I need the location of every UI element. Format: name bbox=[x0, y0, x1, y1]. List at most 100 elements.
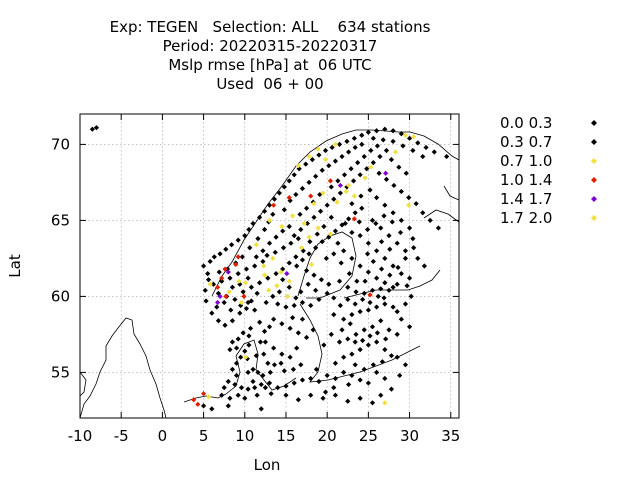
station-point bbox=[311, 214, 317, 220]
station-point bbox=[349, 229, 355, 236]
station-point bbox=[239, 254, 245, 260]
coastline-ireland bbox=[79, 371, 87, 397]
station-point bbox=[383, 176, 390, 182]
station-point bbox=[408, 293, 414, 299]
station-point bbox=[280, 228, 286, 234]
station-point bbox=[369, 324, 376, 330]
station-point bbox=[214, 299, 221, 306]
station-point bbox=[332, 375, 339, 382]
station-point bbox=[281, 184, 287, 190]
station-point bbox=[311, 272, 317, 278]
station-point bbox=[216, 269, 222, 275]
station-point bbox=[402, 362, 409, 368]
station-point bbox=[378, 286, 384, 292]
station-point bbox=[431, 149, 437, 155]
legend-label: 1.0 1.4 bbox=[500, 171, 552, 189]
station-point bbox=[324, 290, 330, 296]
station-point bbox=[357, 395, 363, 401]
station-point bbox=[406, 324, 413, 330]
station-point bbox=[332, 158, 339, 164]
station-point bbox=[286, 260, 292, 266]
station-point bbox=[244, 356, 250, 362]
station-point bbox=[349, 312, 355, 318]
station-point bbox=[301, 220, 307, 227]
station-point bbox=[235, 336, 241, 342]
y-tick-label: 55 bbox=[51, 363, 70, 381]
x-tick-label: 30 bbox=[400, 427, 419, 445]
y-tick-label: 65 bbox=[51, 211, 70, 229]
station-point bbox=[266, 287, 272, 293]
station-point bbox=[402, 301, 409, 307]
station-point bbox=[205, 271, 211, 277]
station-point bbox=[286, 278, 292, 284]
legend-marker bbox=[591, 158, 597, 164]
station-point bbox=[289, 315, 296, 321]
station-point bbox=[394, 354, 400, 360]
coastline-kola bbox=[443, 185, 460, 201]
station-point bbox=[226, 289, 232, 295]
station-point bbox=[357, 347, 363, 353]
station-point bbox=[368, 147, 374, 154]
station-point bbox=[255, 369, 261, 375]
station-point bbox=[359, 141, 365, 147]
station-point bbox=[254, 392, 260, 398]
station-point bbox=[390, 138, 396, 144]
station-point bbox=[357, 309, 363, 315]
station-point bbox=[324, 202, 330, 208]
station-point bbox=[209, 310, 215, 316]
station-point bbox=[291, 380, 297, 386]
station-point bbox=[406, 275, 413, 281]
station-point bbox=[349, 351, 355, 357]
station-point bbox=[339, 222, 345, 228]
station-point bbox=[406, 195, 412, 201]
station-point bbox=[225, 269, 231, 275]
station-point bbox=[279, 351, 285, 357]
station-point bbox=[299, 185, 306, 192]
station-point bbox=[310, 327, 316, 333]
station-point bbox=[221, 385, 227, 391]
station-point bbox=[313, 287, 319, 293]
station-point bbox=[415, 140, 421, 146]
station-point bbox=[266, 380, 273, 386]
station-point bbox=[394, 331, 400, 337]
station-point bbox=[200, 391, 207, 397]
station-point bbox=[289, 213, 296, 219]
station-point bbox=[281, 207, 287, 213]
station-points bbox=[89, 125, 450, 412]
station-point bbox=[388, 386, 395, 392]
station-point bbox=[406, 202, 412, 208]
coastline-denmark bbox=[225, 339, 297, 395]
station-point bbox=[400, 143, 406, 149]
station-point bbox=[316, 296, 322, 303]
station-point bbox=[308, 375, 314, 382]
station-point bbox=[261, 263, 267, 269]
station-point bbox=[252, 385, 258, 391]
station-point bbox=[248, 298, 254, 304]
station-point bbox=[410, 236, 416, 242]
station-point bbox=[261, 208, 268, 214]
station-point bbox=[207, 281, 213, 287]
station-point bbox=[444, 153, 450, 160]
station-point bbox=[379, 359, 385, 365]
station-point bbox=[235, 254, 241, 260]
station-point bbox=[411, 245, 417, 251]
legend-label: 1.7 2.0 bbox=[500, 209, 552, 227]
station-point bbox=[378, 318, 384, 324]
station-point bbox=[305, 281, 311, 287]
station-point bbox=[351, 193, 357, 199]
station-point bbox=[319, 167, 325, 173]
station-point bbox=[369, 400, 376, 406]
station-point bbox=[382, 301, 388, 307]
station-point bbox=[265, 275, 271, 281]
station-point bbox=[217, 293, 223, 299]
station-point bbox=[345, 398, 351, 404]
x-tick-label: 15 bbox=[276, 427, 295, 445]
x-axis-label: Lon bbox=[254, 456, 281, 474]
coastline-baltic bbox=[299, 303, 421, 383]
station-point bbox=[232, 381, 238, 388]
station-point bbox=[320, 190, 326, 196]
station-point bbox=[395, 264, 401, 271]
station-point bbox=[303, 205, 310, 211]
station-point bbox=[254, 290, 260, 296]
station-point bbox=[345, 336, 351, 342]
